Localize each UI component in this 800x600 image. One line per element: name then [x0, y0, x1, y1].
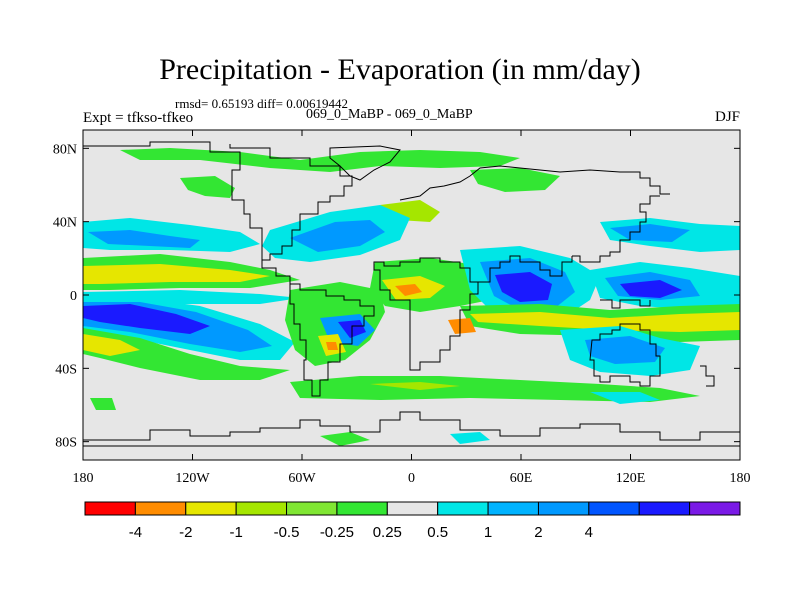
coast-europe: [399, 165, 670, 201]
y-tick-label: 80N: [53, 142, 77, 157]
colorbar-swatch: [185, 501, 237, 516]
contour-sio-blue: [585, 336, 665, 364]
x-tick-label: 60W: [288, 471, 316, 486]
colorbar-label: -0.25: [320, 524, 354, 541]
colorbar-label: 1: [484, 524, 492, 541]
colorbar: -4 -2 -1 -0.5 -0.25 0.25 0.5 1 2 4: [84, 501, 741, 541]
contour-southern-cyan: [590, 392, 660, 404]
coast-antarctica: [83, 411, 740, 441]
y-tick-label: 0: [70, 289, 77, 304]
contour-nw-atlantic-green: [180, 176, 235, 198]
colorbar-swatch: [588, 501, 640, 516]
colorbar-label: -0.5: [274, 524, 300, 541]
colorbar-swatch: [336, 501, 388, 516]
y-axis: 80N 40N 0 40S 80S: [53, 142, 740, 451]
plot-title: Precipitation - Evaporation (in mm/day): [159, 53, 641, 86]
contour-sam-orange: [326, 342, 338, 350]
contour-spac-dark-blue: [83, 304, 210, 334]
colorbar-label: 0.5: [427, 524, 448, 541]
contour-antarctic-cyan: [450, 432, 490, 444]
colorbar-swatch: [638, 501, 691, 516]
contour-io-dark-blue: [495, 272, 552, 302]
contour-southern-green: [290, 376, 700, 402]
colorbar-swatch: [689, 501, 741, 516]
coast-australia: [589, 323, 661, 387]
colorbar-swatch: [537, 501, 590, 516]
x-tick-label: 180: [73, 471, 94, 486]
contour-antarctic-green: [320, 432, 370, 446]
case-label: 069_0_MaBP - 069_0_MaBP: [306, 107, 473, 122]
contour-spac-green-south: [83, 328, 290, 380]
contour-arctic-green: [120, 148, 520, 172]
y-tick-label: 40N: [53, 216, 77, 231]
colorbar-label: -1: [229, 524, 242, 541]
colorbar-swatch: [134, 501, 187, 516]
contour-spcz-orange: [448, 318, 476, 334]
contour-natl-blue: [290, 220, 385, 252]
coast-new-zealand: [700, 365, 715, 387]
contour-southern-yellow: [370, 382, 460, 390]
coast-central-america: [261, 260, 291, 284]
x-tick-label: 0: [408, 471, 415, 486]
coast-islands-indonesia: [600, 299, 651, 309]
contour-npac-blue: [88, 230, 200, 248]
contour-spac-yellow-south: [83, 334, 140, 356]
colorbar-swatch: [386, 501, 439, 516]
x-tick-label: 120W: [175, 471, 210, 486]
contour-se-pacific-green: [90, 398, 116, 410]
contour-fill-layer: [83, 148, 740, 446]
coast-north-america: [83, 141, 353, 261]
colorbar-label: 0.25: [373, 524, 402, 541]
season-label: DJF: [714, 109, 740, 125]
contour-siberia-green: [470, 168, 560, 192]
coastline-layer: [83, 141, 740, 447]
coast-south-america: [289, 283, 375, 397]
experiment-label: Expt = tfkso-tfkeo: [83, 110, 194, 126]
y-tick-label: 80S: [55, 436, 77, 451]
colorbar-label: 4: [585, 524, 593, 541]
colorbar-swatch: [487, 501, 539, 516]
colorbar-swatch: [286, 501, 338, 516]
colorbar-swatch: [437, 501, 489, 516]
contour-africa-orange: [395, 284, 422, 296]
x-axis: 180 120W 60W 0 60E 120E 180: [73, 130, 751, 486]
x-tick-label: 120E: [616, 471, 646, 486]
stats-label: rmsd= 0.65193 diff= 0.00619442: [175, 96, 348, 111]
x-tick-label: 180: [730, 471, 751, 486]
colorbar-swatch: [84, 501, 136, 516]
coast-greenland: [329, 145, 401, 181]
x-tick-label: 60E: [510, 471, 533, 486]
y-tick-label: 40S: [55, 362, 77, 377]
colorbar-label: -4: [129, 524, 142, 541]
colorbar-label: -2: [179, 524, 192, 541]
colorbar-swatch: [235, 501, 288, 516]
coast-africa: [373, 257, 479, 371]
colorbar-label: 2: [534, 524, 542, 541]
contour-npac-yellow-band: [83, 264, 270, 284]
coast-asia: [572, 195, 660, 263]
contour-wpac-dark-blue: [620, 280, 682, 298]
contour-spcz-yellow: [470, 312, 740, 332]
coast-arabia: [478, 255, 573, 283]
